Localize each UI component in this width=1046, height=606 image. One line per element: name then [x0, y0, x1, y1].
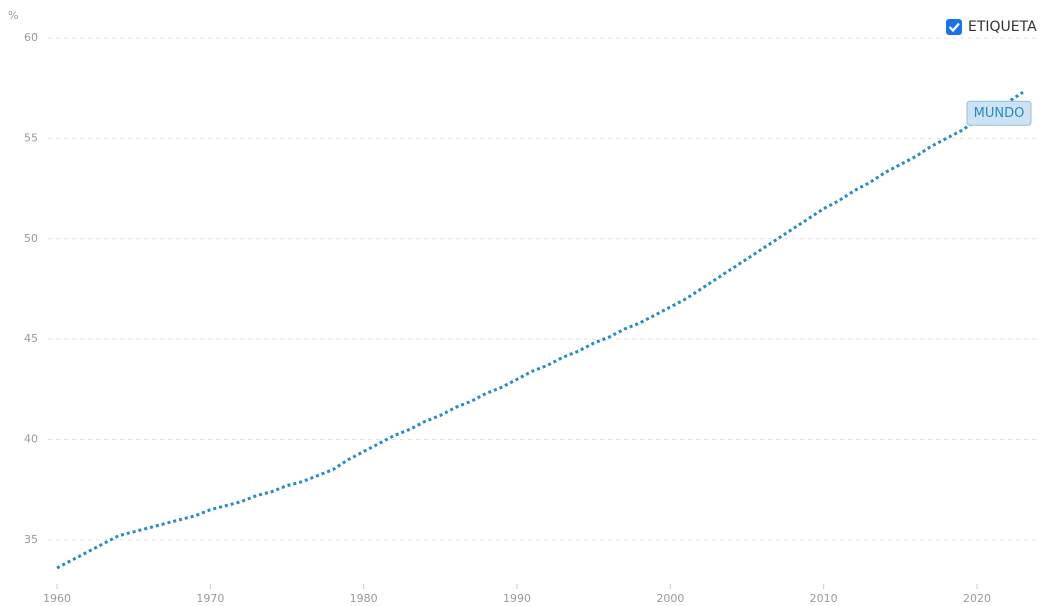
check-icon [948, 22, 960, 33]
legend-label[interactable]: ETIQUETA [968, 19, 1037, 35]
series-label-box [966, 100, 1032, 126]
x-tick-label: 2000 [656, 592, 684, 605]
series-line [56, 91, 1024, 570]
y-tick-label: 50 [24, 232, 38, 245]
series-label: MUNDO [974, 106, 1025, 121]
y-tick-label: 55 [24, 131, 38, 144]
y-unit: % [8, 9, 18, 22]
y-tick-label: 60 [24, 31, 38, 44]
x-tick-label: 2010 [810, 592, 838, 605]
legend-toggle[interactable]: ETIQUETA [946, 19, 1037, 35]
checkbox[interactable] [946, 19, 962, 35]
x-tick-label: 1990 [503, 592, 531, 605]
x-tick-label: 1960 [43, 592, 71, 605]
y-tick-label: 40 [24, 432, 38, 445]
x-tick-label: 1970 [196, 592, 224, 605]
x-tick-label: 2020 [963, 592, 991, 605]
y-tick-label: 45 [24, 332, 38, 345]
y-tick-label: 35 [24, 533, 38, 546]
x-tick-label: 1980 [350, 592, 378, 605]
